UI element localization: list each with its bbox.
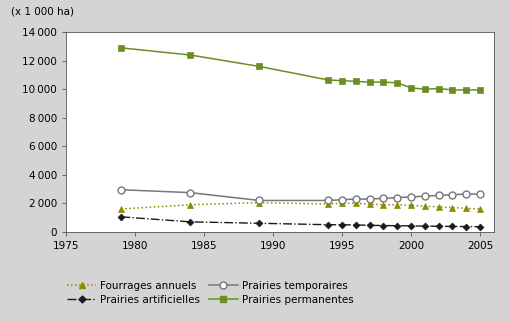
- Legend: Fourrages annuels, Prairies artificielles, Prairies temporaires, Prairies perman: Fourrages annuels, Prairies artificielle…: [67, 281, 354, 305]
- Text: (x 1 000 ha): (x 1 000 ha): [11, 6, 74, 16]
